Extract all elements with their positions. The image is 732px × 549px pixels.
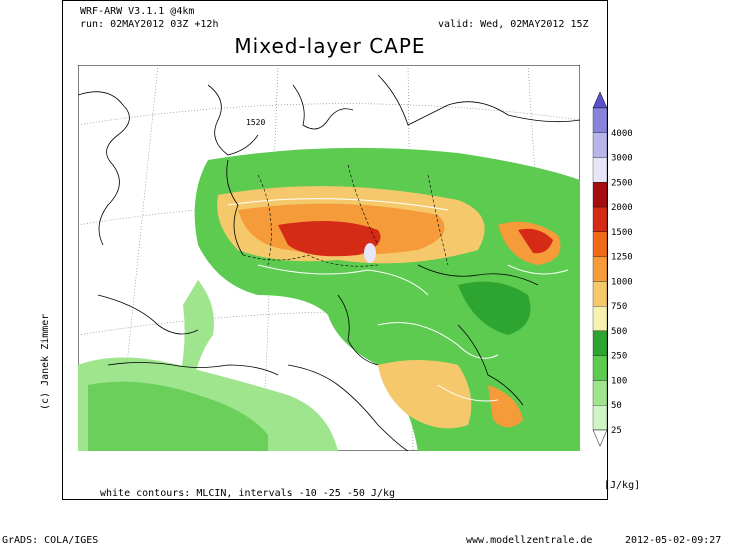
legend-swatch [592, 306, 608, 332]
model-label: WRF-ARW V3.1.1 @4km [80, 6, 195, 17]
legend-swatch [592, 231, 608, 257]
legend-tick-label: 250 [611, 352, 627, 362]
legend-swatch [592, 380, 608, 406]
valid-label: valid: Wed, 02MAY2012 15Z [438, 19, 589, 30]
legend-swatch [592, 182, 608, 208]
legend-swatch [592, 281, 608, 307]
legend-tick-label: 4000 [611, 129, 633, 139]
legend-swatch [592, 107, 608, 133]
run-label: run: 02MAY2012 03Z +12h [80, 19, 219, 30]
legend-arrow-bottom [592, 429, 608, 447]
cape-shading [78, 147, 580, 451]
legend-tick-label: 500 [611, 327, 627, 337]
legend-tick-label: 1500 [611, 228, 633, 238]
legend-swatch [592, 330, 608, 356]
cape-map: 1520 [78, 65, 580, 451]
contour-label: 1520 [246, 118, 265, 127]
legend-tick-label: 750 [611, 302, 627, 312]
legend-tick-label: 2000 [611, 203, 633, 213]
plot-frame [62, 0, 608, 500]
legend-tick-label: 2500 [611, 178, 633, 188]
source-url: www.modellzentrale.de [466, 535, 593, 546]
legend-swatch [592, 355, 608, 381]
legend-swatch [592, 256, 608, 282]
credit-text: (c) Janek Zimmer [40, 313, 51, 410]
legend-tick-label: 50 [611, 401, 622, 411]
legend-tick-label: 1000 [611, 277, 633, 287]
cape-legend: 25 50 100 250 500 750 1000 1250 1500 2000 2500 3000… [585, 90, 645, 460]
unit-label: [J/kg] [604, 480, 641, 491]
legend-swatch [592, 405, 608, 431]
page-title: Mixed-layer CAPE [234, 34, 426, 58]
legend-tick-label: 1250 [611, 253, 633, 263]
mlcin-footnote: white contours: MLCIN, intervals -10 -25… [100, 488, 396, 499]
legend-tick-label: 100 [611, 376, 627, 386]
legend-tick-label: 3000 [611, 154, 633, 164]
legend-arrow-top [592, 91, 608, 109]
legend-swatch [592, 132, 608, 158]
grads-credit: GrADS: COLA/IGES [2, 535, 99, 546]
timestamp: 2012-05-02-09:27 [625, 535, 722, 546]
legend-swatch [592, 157, 608, 183]
legend-tick-label: 25 [611, 426, 622, 436]
legend-swatch [592, 206, 608, 232]
